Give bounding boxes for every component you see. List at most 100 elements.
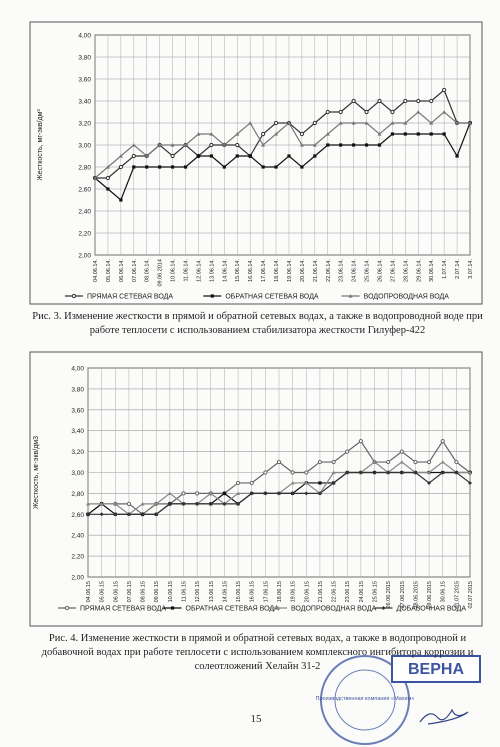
legend-marker bbox=[381, 606, 386, 610]
point bbox=[222, 143, 227, 147]
point bbox=[331, 470, 336, 475]
point bbox=[157, 143, 162, 147]
point bbox=[399, 449, 404, 454]
point bbox=[105, 165, 110, 169]
x-tick-label: 14.06.14. bbox=[222, 259, 228, 282]
x-tick-label: 04.06.14. bbox=[93, 259, 99, 282]
point bbox=[145, 165, 149, 169]
point bbox=[196, 154, 201, 158]
point bbox=[331, 480, 336, 485]
point bbox=[274, 132, 279, 136]
point bbox=[455, 154, 459, 158]
point bbox=[93, 176, 97, 180]
x-tick-label: 01.07.2015 bbox=[454, 581, 460, 609]
x-tick-label: 06.06.15 bbox=[113, 581, 119, 602]
legend-label: ДОБАВОЧНАЯ ВОДА bbox=[397, 606, 467, 613]
point bbox=[277, 491, 281, 496]
point bbox=[126, 501, 132, 506]
point bbox=[312, 120, 317, 126]
point bbox=[235, 142, 240, 148]
point bbox=[313, 154, 317, 158]
point bbox=[372, 460, 377, 464]
point bbox=[209, 142, 214, 148]
point bbox=[299, 143, 304, 147]
x-tick-label: 26.06.14. bbox=[377, 259, 383, 282]
point bbox=[170, 153, 175, 159]
point bbox=[140, 512, 145, 517]
point bbox=[263, 491, 268, 496]
x-tick-label: 27.06.14. bbox=[390, 259, 396, 282]
x-tick-label: 20.06.15 bbox=[304, 581, 310, 602]
x-tick-label: 15.06.15 bbox=[236, 581, 242, 602]
point bbox=[429, 98, 434, 104]
point bbox=[304, 491, 309, 496]
legend-marker bbox=[71, 293, 77, 299]
point bbox=[208, 491, 213, 495]
y-axis-label: Жесткость, мг-экв/дм3 bbox=[33, 436, 40, 509]
x-tick-label: 24.06.15 bbox=[359, 581, 365, 602]
point bbox=[299, 131, 304, 137]
x-tick-label: 3.07.14. bbox=[468, 259, 474, 279]
point bbox=[390, 109, 395, 115]
stamp-verified: ВЕРНА bbox=[408, 661, 464, 678]
point bbox=[248, 121, 253, 125]
point bbox=[235, 154, 239, 158]
point bbox=[326, 143, 330, 147]
point bbox=[440, 470, 445, 475]
point bbox=[390, 121, 395, 125]
point bbox=[416, 110, 421, 114]
point bbox=[287, 154, 291, 158]
point bbox=[263, 470, 268, 475]
x-tick-label: 26.06.2015 bbox=[386, 581, 392, 609]
x-tick-label: 13.06.14. bbox=[209, 259, 215, 282]
point bbox=[300, 165, 304, 169]
point bbox=[276, 459, 282, 465]
point bbox=[345, 470, 350, 475]
point bbox=[290, 491, 295, 496]
y-tick-label: 3,80 bbox=[78, 55, 91, 62]
point bbox=[399, 470, 404, 475]
y-axis-label: Жесткость, мг-экв/дм³ bbox=[37, 109, 44, 181]
y-tick-label: 3,40 bbox=[71, 428, 84, 435]
point bbox=[364, 109, 369, 115]
point bbox=[290, 470, 295, 475]
point bbox=[140, 501, 145, 506]
y-tick-label: 2,20 bbox=[78, 231, 91, 238]
point bbox=[440, 460, 445, 464]
x-tick-label: 18.06.14. bbox=[274, 259, 280, 282]
x-tick-label: 05.06.14. bbox=[106, 259, 112, 282]
point bbox=[413, 470, 418, 475]
y-tick-label: 3,40 bbox=[78, 99, 91, 106]
caption: Рис. 3. Изменение жесткости в прямой и о… bbox=[32, 311, 483, 336]
point bbox=[358, 439, 363, 444]
point bbox=[377, 143, 382, 147]
point bbox=[413, 459, 418, 465]
series-line bbox=[94, 122, 471, 202]
x-tick-label: 25.06.15 bbox=[373, 581, 379, 602]
point bbox=[236, 491, 241, 495]
x-tick-label: 19.06.15 bbox=[291, 581, 297, 602]
x-tick-label: 30.06.15 bbox=[441, 581, 447, 602]
x-tick-label: 12.06.14. bbox=[196, 259, 202, 282]
x-tick-label: 20.06.14. bbox=[300, 259, 306, 282]
point bbox=[249, 491, 254, 496]
point bbox=[158, 165, 162, 169]
x-tick-label: 30.06.14. bbox=[429, 259, 435, 282]
point bbox=[377, 132, 382, 136]
page-number: 15 bbox=[251, 713, 263, 725]
point bbox=[113, 512, 118, 517]
y-tick-label: 2,00 bbox=[71, 575, 84, 582]
point bbox=[235, 480, 241, 486]
point bbox=[304, 470, 309, 475]
point bbox=[429, 121, 434, 125]
point bbox=[126, 512, 131, 517]
y-tick-label: 2,80 bbox=[71, 491, 84, 498]
x-tick-label: 19.06.14. bbox=[287, 259, 293, 282]
point bbox=[325, 109, 330, 115]
x-tick-label: 04.06.15 bbox=[86, 581, 92, 602]
x-tick-label: 11.06.14. bbox=[184, 259, 190, 282]
point bbox=[338, 121, 343, 125]
point bbox=[372, 470, 377, 475]
point bbox=[403, 132, 407, 136]
